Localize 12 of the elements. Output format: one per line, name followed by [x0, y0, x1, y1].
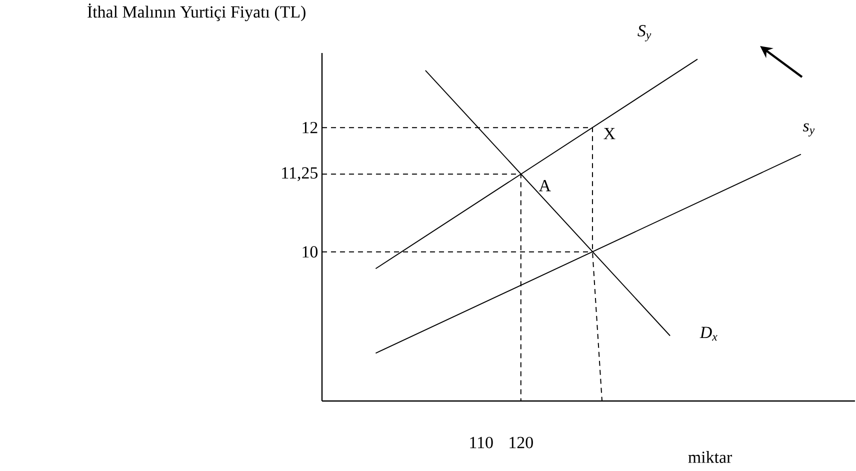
y-tick-label: 10 [302, 246, 318, 258]
y-axis-title: İthal Malının Yurtiçi Fiyatı (TL) [88, 4, 306, 22]
series-label: D$_{x}$ [700, 326, 718, 341]
x-tick-label: 120 [510, 436, 533, 448]
annotation: X [604, 128, 616, 140]
annotation: A [538, 180, 551, 192]
x-axis-title: miktar [688, 451, 732, 463]
text: S$_{y}$ [638, 25, 652, 42]
x-tick-label: 110 [470, 436, 493, 448]
y-tick-label: 12 [302, 122, 318, 134]
y-tick-label: 11,25 [282, 167, 318, 182]
series-label: s$_{y}$ [802, 123, 815, 136]
